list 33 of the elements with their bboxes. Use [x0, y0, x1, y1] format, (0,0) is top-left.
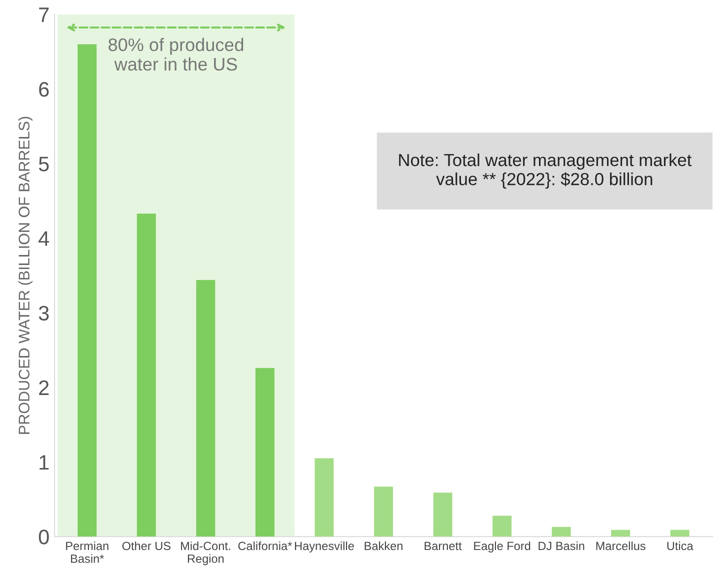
y-axis-title: PRODUCED WATER (BILLION OF BARRELS): [18, 116, 33, 434]
y-tick-label: 4: [38, 231, 50, 246]
bar: [611, 530, 630, 537]
x-tick-label: Other US: [122, 541, 170, 550]
x-tick-label: Eagle Ford: [474, 541, 530, 552]
bar: [196, 280, 216, 537]
bar: [78, 44, 97, 537]
y-tick-label: 1: [40, 455, 49, 470]
bar: [552, 526, 571, 537]
x-tick-label: Mid-Cont. Region: [181, 541, 230, 566]
x-tick-label: Permian Basin*: [66, 541, 108, 563]
x-tick-label: Haynesville: [295, 541, 354, 552]
x-tick-label: Bakken: [364, 541, 402, 550]
y-tick-label: 3: [38, 306, 49, 321]
x-tick-label: Utica: [667, 541, 694, 550]
x-tick-label: Barnett: [424, 542, 462, 550]
y-tick-label: 5: [38, 156, 49, 172]
bar: [314, 458, 334, 537]
bar: [136, 214, 156, 537]
bar: [255, 368, 274, 537]
y-tick-label: 0: [38, 530, 49, 544]
x-tick-label: DJ Basin: [538, 541, 584, 550]
band-label: 80% of produced water in the US: [108, 38, 244, 71]
x-tick-label: Marcellus: [596, 541, 646, 550]
bar: [492, 516, 512, 537]
y-tick-label: 6: [39, 82, 49, 97]
annotation: Note: Total water management market value ** {2022}: $28.0 billion: [399, 153, 692, 189]
x-tick-label: California*: [238, 541, 292, 550]
y-tick-label: 7: [39, 8, 49, 22]
bar: [670, 530, 690, 537]
y-tick-label: 2: [39, 380, 49, 395]
bar: [374, 486, 393, 537]
bar: [433, 492, 452, 537]
